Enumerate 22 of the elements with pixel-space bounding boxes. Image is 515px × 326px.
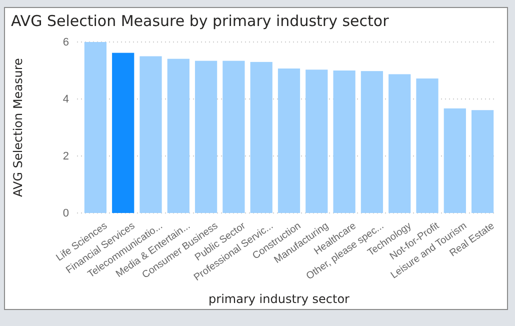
y-tick-label: 2: [62, 150, 69, 163]
bar: [444, 108, 466, 213]
bar: [250, 62, 272, 213]
bar: [471, 110, 494, 213]
bar: [112, 52, 134, 213]
bar: [84, 42, 107, 213]
chart-title: AVG Selection Measure by primary industry sector: [11, 12, 390, 30]
x-axis-title: primary industry sector: [208, 292, 350, 306]
bar: [333, 70, 356, 213]
bar: [167, 58, 190, 213]
bar: [222, 60, 245, 213]
bar: [194, 60, 218, 213]
bar: [360, 71, 384, 213]
bar: [140, 56, 162, 213]
bar: [388, 74, 411, 213]
y-tick-label: 6: [62, 36, 69, 49]
bar: [278, 68, 300, 213]
y-axis-title: AVG Selection Measure: [11, 58, 25, 197]
y-tick-label: 4: [62, 94, 69, 106]
bar: [306, 70, 328, 213]
bar: [416, 78, 438, 213]
y-tick-label: 0: [62, 208, 69, 220]
